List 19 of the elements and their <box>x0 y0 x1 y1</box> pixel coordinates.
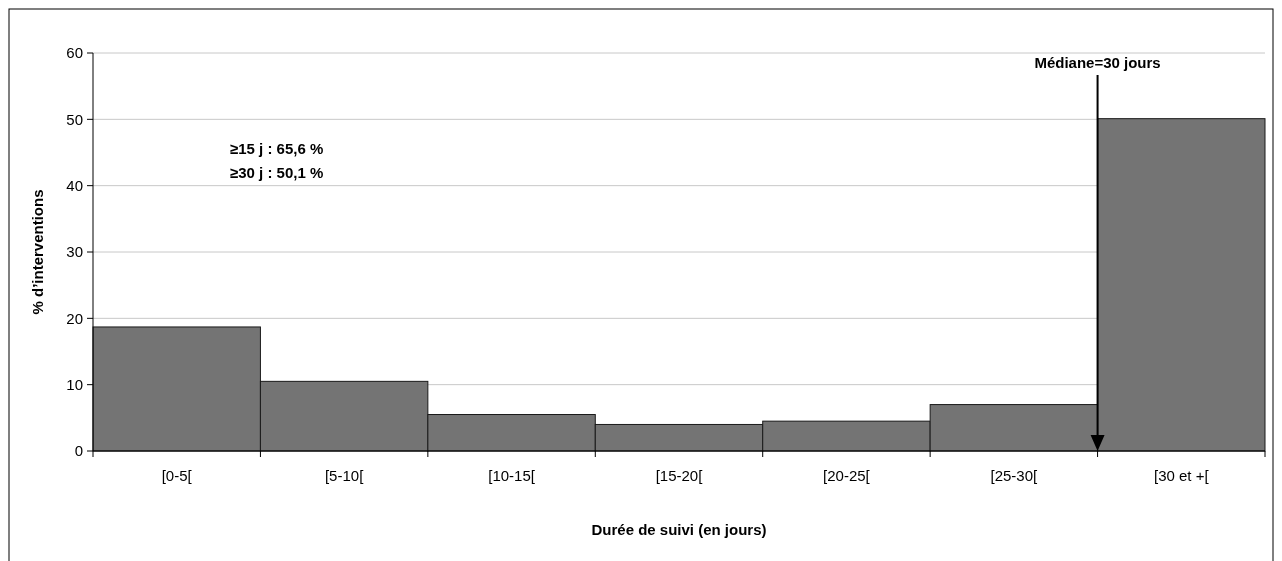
y-tick-label: 50 <box>66 110 83 128</box>
x-tick-label: [5-10[ <box>324 467 365 484</box>
y-tick-label: 0 <box>74 442 83 460</box>
y-tick-label: 20 <box>66 309 83 327</box>
y-tick-label: 60 <box>66 44 83 62</box>
x-tick-label: [25-30[ <box>990 467 1039 484</box>
y-tick-label: 40 <box>66 176 83 194</box>
annotation: ≥30 j : 50,1 % <box>230 164 324 181</box>
annotation: Médiane=30 jours <box>1034 54 1161 71</box>
x-tick-label: [20-25[ <box>823 467 871 484</box>
annotation: ≥15 j : 65,6 % <box>230 140 324 157</box>
x-tick-label: [30 et +[ <box>1153 467 1210 484</box>
x-tick-label: [10-15[ <box>488 467 536 484</box>
y-tick-label: 30 <box>66 243 83 261</box>
y-axis-title: % d’interventions <box>29 189 46 315</box>
y-tick-label: 10 <box>66 375 83 393</box>
x-tick-label: [0-5[ <box>161 467 193 484</box>
x-axis-title: Durée de suivi (en jours) <box>591 521 767 538</box>
x-tick-label: [15-20[ <box>655 467 704 484</box>
